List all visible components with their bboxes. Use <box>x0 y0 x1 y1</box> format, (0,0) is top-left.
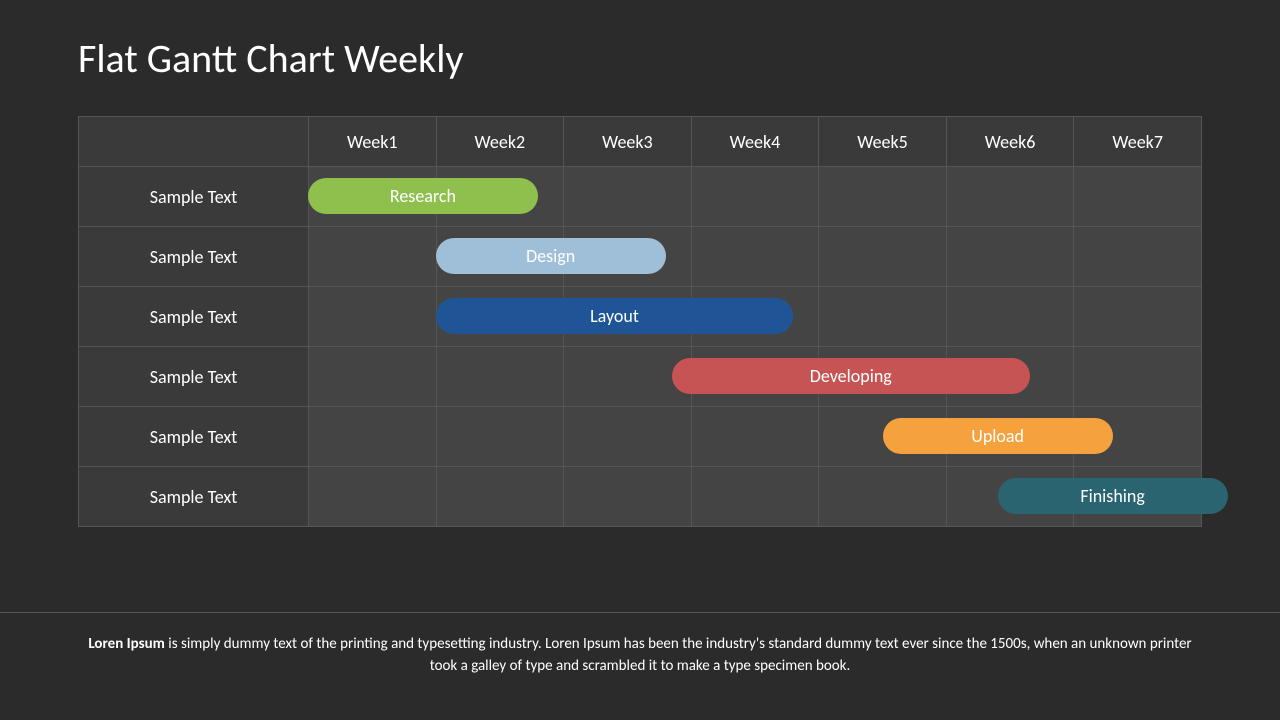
gantt-cell <box>819 467 947 527</box>
gantt-chart: Week1 Week2 Week3 Week4 Week5 Week6 Week… <box>78 116 1202 527</box>
gantt-row: Sample Text <box>79 347 1202 407</box>
gantt-cell <box>1074 227 1202 287</box>
gantt-cell <box>819 407 947 467</box>
page-title: Flat Gantt Chart Weekly <box>78 34 464 83</box>
gantt-cell <box>309 167 437 227</box>
gantt-col-header: Week1 <box>309 117 437 167</box>
gantt-cell <box>309 407 437 467</box>
gantt-cell <box>946 407 1074 467</box>
gantt-cell <box>436 227 564 287</box>
gantt-row-label: Sample Text <box>79 407 309 467</box>
gantt-cell <box>691 287 819 347</box>
footer-body: is simply dummy text of the printing and… <box>165 635 1192 675</box>
gantt-cell <box>1074 407 1202 467</box>
gantt-cell <box>946 467 1074 527</box>
gantt-cell <box>691 467 819 527</box>
gantt-row-label: Sample Text <box>79 167 309 227</box>
gantt-cell <box>564 167 692 227</box>
gantt-col-header: Week3 <box>564 117 692 167</box>
gantt-row: Sample Text <box>79 407 1202 467</box>
gantt-cell <box>819 347 947 407</box>
gantt-cell <box>819 287 947 347</box>
gantt-cell <box>691 167 819 227</box>
gantt-row-label: Sample Text <box>79 467 309 527</box>
gantt-row-label: Sample Text <box>79 227 309 287</box>
gantt-cell <box>309 467 437 527</box>
gantt-row: Sample Text <box>79 467 1202 527</box>
gantt-cell <box>946 167 1074 227</box>
gantt-cell <box>691 347 819 407</box>
footer-text: Loren Ipsum is simply dummy text of the … <box>78 634 1202 678</box>
gantt-table: Week1 Week2 Week3 Week4 Week5 Week6 Week… <box>78 116 1202 527</box>
gantt-row: Sample Text <box>79 227 1202 287</box>
gantt-cell <box>946 227 1074 287</box>
gantt-cell <box>309 227 437 287</box>
gantt-cell <box>1074 167 1202 227</box>
gantt-cell <box>564 407 692 467</box>
gantt-cell <box>436 347 564 407</box>
gantt-cell <box>564 467 692 527</box>
gantt-col-header: Week6 <box>946 117 1074 167</box>
gantt-cell <box>309 287 437 347</box>
gantt-row-label: Sample Text <box>79 347 309 407</box>
gantt-row: Sample Text <box>79 287 1202 347</box>
gantt-cell <box>1074 467 1202 527</box>
gantt-row: Sample Text <box>79 167 1202 227</box>
gantt-cell <box>564 287 692 347</box>
gantt-cell <box>436 467 564 527</box>
gantt-cell <box>564 347 692 407</box>
gantt-cell <box>819 167 947 227</box>
gantt-cell <box>819 227 947 287</box>
gantt-cell <box>946 347 1074 407</box>
gantt-row-label: Sample Text <box>79 287 309 347</box>
gantt-cell <box>436 407 564 467</box>
gantt-cell <box>691 407 819 467</box>
gantt-col-header: Week5 <box>819 117 947 167</box>
gantt-header-corner <box>79 117 309 167</box>
gantt-cell <box>436 287 564 347</box>
gantt-header-row: Week1 Week2 Week3 Week4 Week5 Week6 Week… <box>79 117 1202 167</box>
gantt-col-header: Week4 <box>691 117 819 167</box>
footer-lead: Loren Ipsum <box>88 635 165 653</box>
gantt-cell <box>564 227 692 287</box>
gantt-cell <box>691 227 819 287</box>
gantt-col-header: Week7 <box>1074 117 1202 167</box>
footer-divider <box>0 612 1280 613</box>
gantt-cell <box>1074 287 1202 347</box>
gantt-cell <box>946 287 1074 347</box>
gantt-cell <box>309 347 437 407</box>
gantt-col-header: Week2 <box>436 117 564 167</box>
gantt-cell <box>1074 347 1202 407</box>
gantt-cell <box>436 167 564 227</box>
